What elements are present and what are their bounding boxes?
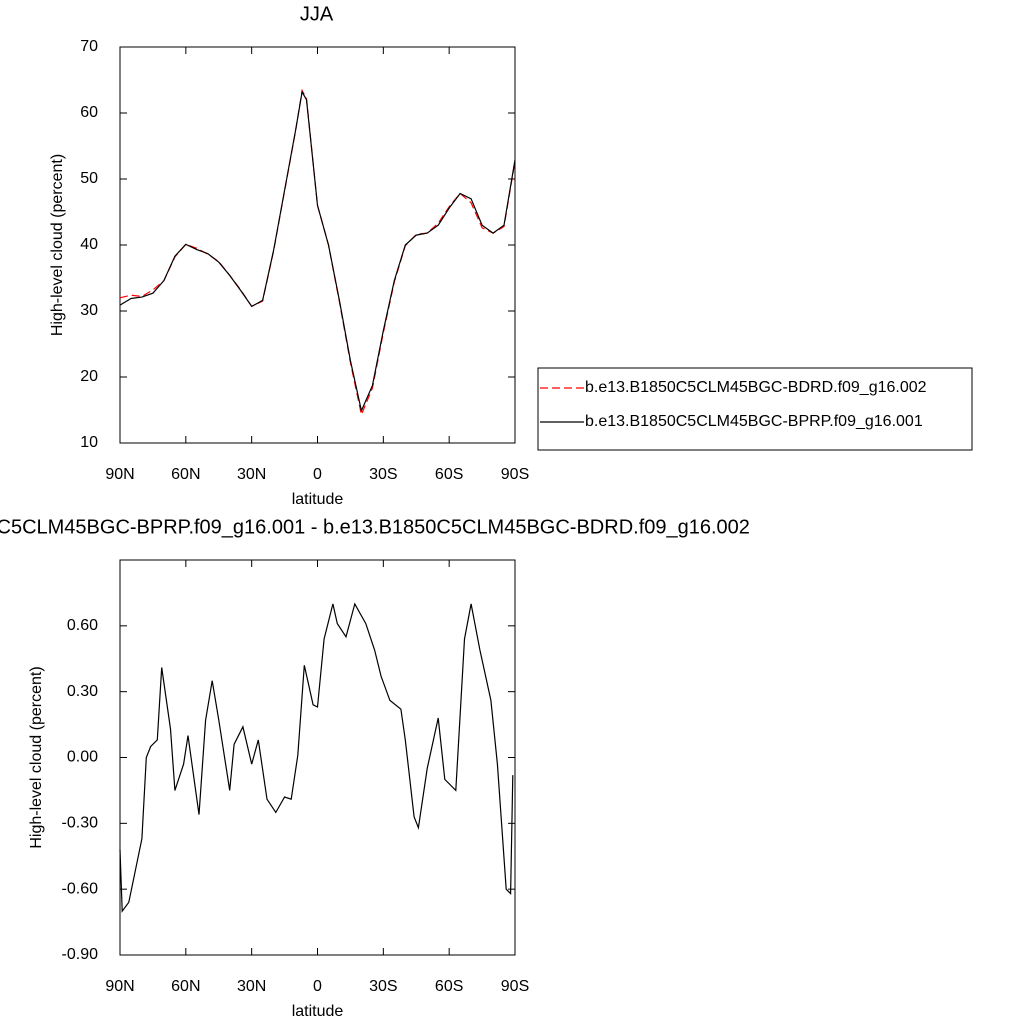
x-tick-label: 30S: [369, 466, 397, 483]
x-tick-label: 0: [313, 978, 322, 995]
plot-frame: [119, 46, 516, 444]
y-tick-label: 10: [80, 434, 98, 451]
y-tick-label: 0.00: [67, 749, 98, 766]
legend-box: [537, 367, 973, 451]
x-tick-label: 30S: [369, 978, 397, 995]
y-tick-label: 0.60: [67, 617, 98, 634]
y-axis-label: High-level cloud (percent): [28, 666, 45, 848]
series-line: [119, 90, 516, 413]
x-tick-label: 30N: [237, 978, 266, 995]
x-tick-label: 60S: [435, 978, 463, 995]
x-axis-label: latitude: [292, 1003, 344, 1020]
legend-label: b.e13.B1850C5CLM45BGC-BDRD.f09_g16.002: [585, 379, 927, 396]
chart-title: JJA: [300, 3, 334, 25]
x-tick-label: 60N: [171, 466, 200, 483]
y-tick-label: 20: [80, 368, 98, 385]
y-axis-label: High-level cloud (percent): [49, 154, 66, 336]
y-tick-label: -0.30: [62, 815, 99, 832]
chart-title: b.e13.B1850C5CLM45BGC-BPRP.f09_g16.001 -…: [0, 516, 750, 538]
y-tick-label: 50: [80, 170, 98, 187]
plot-frame: [119, 559, 516, 956]
x-tick-label: 90S: [501, 978, 529, 995]
x-tick-label: 0: [313, 466, 322, 483]
x-tick-label: 90N: [105, 978, 134, 995]
y-tick-label: -0.90: [62, 946, 99, 963]
data-line: [119, 602, 514, 913]
y-tick-label: 70: [80, 38, 98, 55]
x-tick-label: 60S: [435, 466, 463, 483]
x-tick-label: 90S: [501, 466, 529, 483]
y-tick-label: 0.30: [67, 683, 98, 700]
y-tick-label: 30: [80, 302, 98, 319]
y-tick-label: 60: [80, 104, 98, 121]
legend-label: b.e13.B1850C5CLM45BGC-BPRP.f09_g16.001: [585, 413, 923, 430]
x-tick-label: 60N: [171, 978, 200, 995]
x-tick-label: 90N: [105, 466, 134, 483]
series-line: [119, 88, 516, 417]
y-tick-label: 40: [80, 236, 98, 253]
x-tick-label: 30N: [237, 466, 266, 483]
y-tick-label: -0.60: [62, 880, 99, 897]
x-axis-label: latitude: [292, 491, 344, 508]
